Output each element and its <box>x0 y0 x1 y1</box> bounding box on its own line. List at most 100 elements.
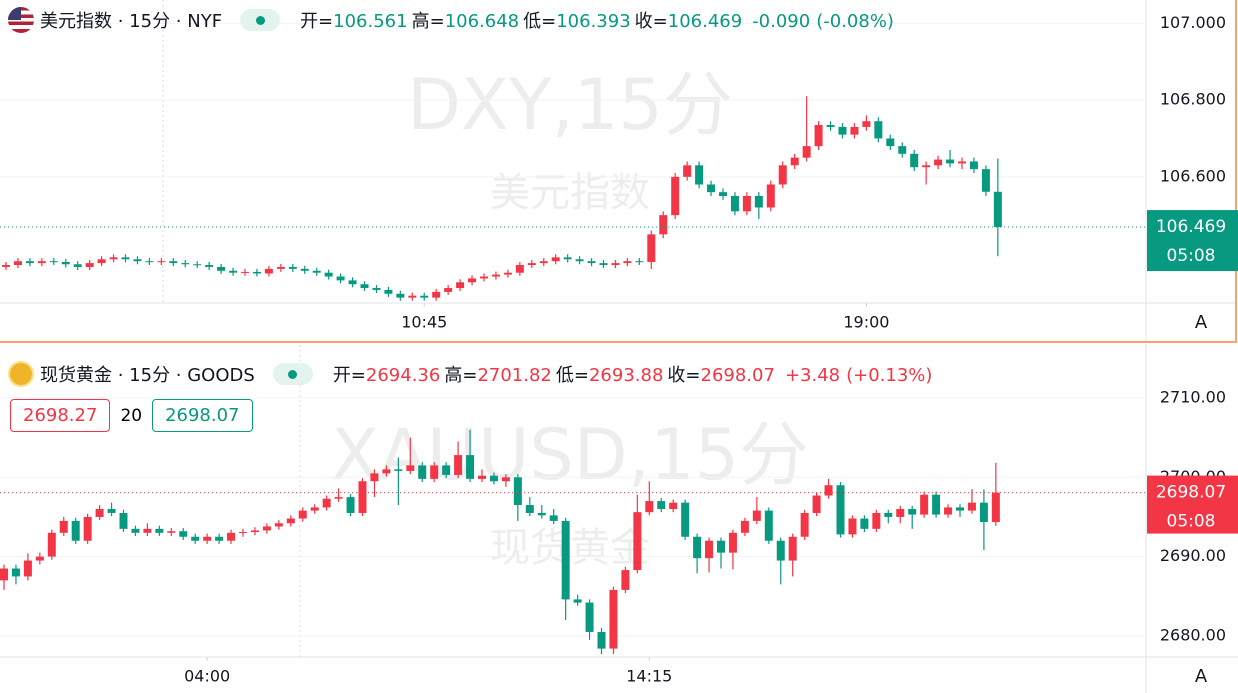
price-tag-value: 2698.07 <box>1156 483 1226 503</box>
stat-label: 开= <box>300 11 334 32</box>
candle-body <box>466 455 475 479</box>
candle-body <box>991 492 1000 523</box>
x-tick-label: 04:00 <box>184 667 230 686</box>
candle-body <box>13 261 22 266</box>
candle-body <box>728 532 737 553</box>
candle-body <box>370 473 379 482</box>
candle-body <box>573 599 582 603</box>
candle-body <box>587 261 596 264</box>
symbol-title: 现货黄金 · 15分 · GOODS <box>40 365 255 386</box>
countdown: 05:08 <box>1167 512 1216 532</box>
price-tag-value: 106.469 <box>1156 217 1226 237</box>
candle-body <box>503 272 512 275</box>
candle-body <box>394 469 403 471</box>
candle-body <box>97 259 106 264</box>
stat-label: 高= <box>444 365 478 386</box>
stat-label: 开= <box>332 365 366 386</box>
x-tick-label: 14:15 <box>626 667 672 686</box>
candle-body <box>491 274 500 277</box>
candle-body <box>181 263 190 265</box>
candle-body <box>575 259 584 262</box>
candle-body <box>695 165 704 185</box>
candle-body <box>442 465 451 475</box>
candle-body <box>838 126 847 135</box>
candle-body <box>549 515 558 521</box>
scale-button[interactable]: A <box>1195 666 1208 687</box>
candle-body <box>824 485 833 496</box>
candle-body <box>143 528 152 533</box>
candle-body <box>934 159 943 166</box>
market-status[interactable] <box>272 363 313 385</box>
market-status[interactable] <box>240 9 281 31</box>
candle-body <box>11 568 20 577</box>
candle-body <box>418 465 427 479</box>
candle-body <box>826 125 835 127</box>
ohlc: 开=2694.36 高=2701.82 低=2693.88 收=2698.07 +3.4… <box>329 361 933 387</box>
candle-body <box>932 494 941 515</box>
candle-body <box>382 469 391 474</box>
x-tick-label: 10:45 <box>401 313 447 332</box>
candle-body <box>776 540 785 561</box>
candle-body <box>623 261 632 264</box>
candle-body <box>179 531 188 537</box>
candle-body <box>539 261 548 264</box>
candle-body <box>71 520 80 541</box>
candle-body <box>527 263 536 266</box>
candle-body <box>456 282 465 289</box>
buy-price[interactable]: 2698.07 <box>152 399 253 432</box>
watermark: DXY,15分 <box>407 64 733 146</box>
candle-body <box>764 510 773 541</box>
candle-body <box>2 265 10 267</box>
candle-body <box>910 153 919 168</box>
candle-body <box>203 536 212 541</box>
candle-body <box>944 507 953 515</box>
candle-body <box>635 261 644 263</box>
candle-body <box>836 485 845 535</box>
candle-body <box>898 146 907 154</box>
candle-body <box>669 502 678 510</box>
candle-body <box>300 268 309 271</box>
candle-body <box>157 261 166 263</box>
candle-body <box>262 526 271 531</box>
candle-body <box>288 266 297 269</box>
status-dot <box>288 369 298 379</box>
x-tick-label: 19:00 <box>843 313 889 332</box>
candle-body <box>107 509 116 513</box>
stat-label: 高= <box>411 11 445 32</box>
candle-body <box>250 530 259 533</box>
candle-body <box>599 263 608 266</box>
candle-body <box>719 192 727 196</box>
candle-body <box>348 280 357 285</box>
y-tick-label: 2690.00 <box>1160 546 1226 565</box>
symbol-icon <box>8 361 34 387</box>
candle-body <box>908 509 917 515</box>
candle-body <box>501 477 510 482</box>
candle-body <box>406 465 415 471</box>
candle-body <box>310 507 319 511</box>
candle-body <box>800 512 809 537</box>
y-tick-label: 106.800 <box>1160 90 1226 109</box>
candle-body <box>324 272 333 277</box>
candle-body <box>169 261 178 264</box>
scale-button[interactable]: A <box>1195 312 1208 333</box>
candle-body <box>408 295 417 298</box>
y-tick-label: 2680.00 <box>1160 625 1226 644</box>
candle-body <box>551 257 560 262</box>
candle-body <box>37 261 46 264</box>
candle-body <box>740 520 749 533</box>
change-pct: (-0.08%) <box>816 11 894 32</box>
candle-body <box>707 184 716 193</box>
sell-price[interactable]: 2698.27 <box>10 399 111 432</box>
candle-body <box>611 263 620 266</box>
candle-body <box>967 502 976 511</box>
y-tick-label: 2710.00 <box>1160 387 1226 406</box>
candle-body <box>227 532 236 541</box>
candle-body <box>848 518 857 535</box>
candle-body <box>645 501 654 513</box>
candle-body <box>358 481 367 513</box>
candle-body <box>396 293 405 298</box>
candle-body <box>671 176 680 216</box>
candle-body <box>372 288 381 290</box>
